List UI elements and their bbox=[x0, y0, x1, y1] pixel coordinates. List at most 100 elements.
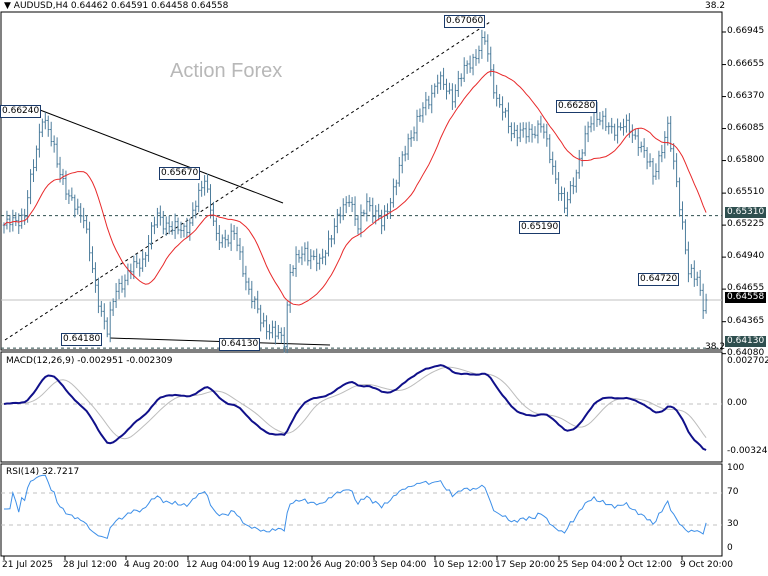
ohlc-bar bbox=[477, 45, 481, 64]
ohlc-bar bbox=[105, 317, 109, 338]
ohlc-bar bbox=[70, 187, 74, 201]
time-axis-label: 10 Sep 12:00 bbox=[433, 560, 494, 570]
ohlc-bar bbox=[687, 241, 690, 283]
ohlc-bar bbox=[657, 150, 661, 180]
ohlc-bar bbox=[639, 141, 643, 153]
ohlc-bar bbox=[483, 31, 487, 45]
ohlc-bar bbox=[209, 184, 212, 219]
ohlc-bar bbox=[350, 197, 354, 213]
ohlc-bar bbox=[465, 60, 469, 74]
ohlc-bar bbox=[339, 206, 342, 224]
ohlc-bar bbox=[436, 74, 439, 94]
ohlc-bar bbox=[454, 84, 457, 108]
time-axis-label: 2 Oct 12:00 bbox=[619, 560, 672, 570]
ohlc-bar bbox=[459, 73, 463, 87]
ohlc-bar bbox=[486, 34, 490, 62]
ohlc-bar bbox=[271, 320, 274, 339]
ohlc-bar bbox=[153, 216, 156, 235]
ohlc-bar bbox=[247, 277, 251, 295]
ohlc-bar bbox=[448, 82, 451, 95]
ohlc-bar bbox=[265, 315, 268, 340]
ohlc-bar bbox=[445, 78, 448, 100]
ohlc-bar bbox=[516, 124, 519, 147]
price-axis-label: 0.66655 bbox=[727, 58, 765, 69]
ohlc-bar bbox=[170, 221, 174, 235]
ohlc-bar bbox=[409, 130, 413, 147]
ohlc-bar bbox=[8, 214, 12, 233]
ohlc-bar bbox=[507, 102, 510, 134]
ohlc-bar bbox=[159, 205, 162, 226]
ohlc-bar bbox=[300, 246, 304, 266]
macd-axis-label: 0.002702 bbox=[727, 356, 768, 366]
ohlc-bar bbox=[35, 145, 38, 172]
ohlc-bar bbox=[111, 298, 115, 316]
ohlc-bar bbox=[583, 125, 587, 157]
ohlc-bar bbox=[67, 189, 71, 204]
price-axis-label: 0.65800 bbox=[727, 154, 765, 165]
rsi-axis-label: 0 bbox=[727, 543, 733, 553]
ohlc-bar bbox=[642, 138, 646, 158]
ohlc-bar bbox=[306, 241, 310, 266]
ohlc-bar bbox=[114, 283, 118, 308]
ohlc-bar bbox=[280, 327, 283, 344]
ohlc-bar bbox=[41, 118, 44, 138]
price-axis-label: 0.66370 bbox=[727, 90, 765, 101]
ohlc-bar bbox=[572, 177, 575, 195]
ohlc-bar bbox=[347, 194, 351, 207]
rsi-line bbox=[4, 474, 707, 540]
time-axis-label: 17 Sep 20:00 bbox=[495, 560, 556, 570]
ohlc-bar bbox=[253, 296, 257, 310]
ohlc-bar bbox=[462, 57, 466, 83]
ohlc-bar bbox=[527, 121, 531, 143]
ohlc-bar bbox=[681, 201, 684, 230]
rsi-axis-label: 30 bbox=[727, 519, 739, 529]
fibonacci-trendline bbox=[4, 21, 491, 341]
ohlc-bar bbox=[675, 153, 678, 188]
price-axis-label: 0.66945 bbox=[727, 26, 765, 36]
ohlc-bar bbox=[669, 115, 672, 152]
ohlc-bar bbox=[501, 96, 504, 121]
ohlc-bar bbox=[88, 221, 91, 262]
ohlc-bar bbox=[14, 212, 18, 227]
ohlc-bar bbox=[365, 193, 369, 222]
ohlc-bar bbox=[259, 304, 262, 332]
ohlc-bar bbox=[536, 120, 540, 144]
ohlc-bar bbox=[607, 122, 611, 135]
fib-label-bottom: 38.2 bbox=[705, 342, 726, 352]
ohlc-bar bbox=[49, 121, 53, 147]
ohlc-bar bbox=[79, 203, 82, 223]
time-axis-label: 12 Aug 04:00 bbox=[186, 560, 247, 570]
ohlc-bar bbox=[327, 230, 330, 257]
ohlc-bar bbox=[678, 177, 681, 217]
ohlc-bar bbox=[433, 83, 436, 98]
ohlc-bar bbox=[333, 218, 336, 245]
ohlc-bar bbox=[256, 290, 259, 314]
rsi-axis-label: 100 bbox=[727, 463, 745, 473]
time-axis-label: 19 Aug 12:00 bbox=[248, 560, 309, 570]
ohlc-bar bbox=[663, 131, 667, 159]
ohlc-bar bbox=[197, 183, 200, 213]
level-box-65310: 0.65310 bbox=[725, 207, 767, 218]
ohlc-bar bbox=[23, 208, 26, 225]
ohlc-bar bbox=[58, 156, 62, 183]
ohlc-bar bbox=[598, 111, 602, 126]
price-bars bbox=[2, 29, 708, 354]
ohlc-bar bbox=[277, 324, 280, 340]
ohlc-bar bbox=[38, 123, 41, 158]
ohlc-bar bbox=[117, 278, 121, 300]
ohlc-bar bbox=[182, 223, 186, 238]
price-axis-label: 0.66085 bbox=[727, 122, 765, 133]
ohlc-bar bbox=[418, 108, 422, 122]
ohlc-bar bbox=[392, 178, 395, 208]
ohlc-bar bbox=[129, 263, 133, 280]
ohlc-bar bbox=[223, 229, 227, 249]
ohlc-bar bbox=[636, 128, 640, 156]
ohlc-bar bbox=[73, 194, 77, 218]
time-axis-label: 26 Aug 20:00 bbox=[310, 560, 371, 570]
ohlc-bar bbox=[566, 191, 569, 217]
time-axis-label: 21 Jul 2025 bbox=[2, 560, 53, 570]
ohlc-bar bbox=[693, 260, 696, 287]
ohlc-bar bbox=[457, 70, 460, 97]
ohlc-bar bbox=[288, 264, 292, 313]
